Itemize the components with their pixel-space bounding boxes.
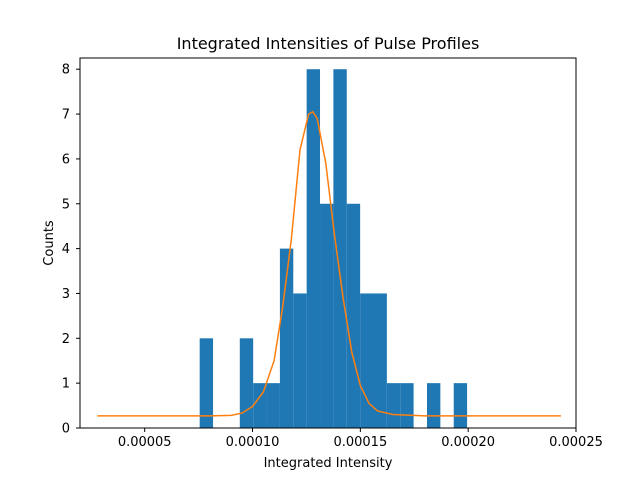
histogram-bar-7 — [320, 203, 334, 428]
x-tick-label-2: 0.00015 — [333, 435, 387, 450]
y-tick-label-0: 0 — [62, 422, 70, 437]
y-tick-label-6: 6 — [62, 152, 70, 167]
histogram-bar-11 — [373, 293, 387, 428]
histogram-bar-4 — [279, 248, 294, 428]
chart-title: Integrated Intensities of Pulse Profiles — [177, 34, 480, 53]
y-tick-label-8: 8 — [62, 63, 70, 78]
histogram-bar-8 — [333, 69, 347, 428]
x-axis-label: Integrated Intensity — [264, 456, 393, 471]
histogram-bar-12 — [386, 383, 401, 428]
histogram-bar-3 — [266, 383, 280, 428]
histogram-bar-2 — [253, 383, 267, 428]
y-tick-label-2: 2 — [62, 332, 70, 347]
histogram-bar-1 — [239, 338, 254, 428]
histogram-bar-6 — [306, 69, 321, 428]
histogram-bar-13 — [400, 383, 414, 428]
plot-frame — [79, 57, 577, 429]
x-tick-label-3: 0.00020 — [441, 435, 495, 450]
fit-curve-line — [97, 110, 561, 417]
x-tick-label-0: 0.00005 — [118, 435, 172, 450]
histogram-bar-5 — [293, 293, 307, 428]
y-tick-label-5: 5 — [62, 197, 70, 212]
histogram-bar-0 — [199, 338, 214, 428]
x-tick-label-4: 0.00025 — [549, 435, 603, 450]
y-tick-label-3: 3 — [62, 287, 70, 302]
y-tick-label-1: 1 — [62, 377, 70, 392]
fit-curve-layer — [97, 110, 561, 417]
histogram-bar-15 — [453, 383, 468, 428]
x-axis-ticks: 0.00005 0.00010 0.00015 0.00020 0.00025 — [118, 428, 603, 450]
y-axis-ticks: 0 1 2 3 4 5 6 7 8 — [62, 63, 80, 437]
histogram-bar-10 — [360, 293, 374, 428]
y-axis-label: Counts — [42, 220, 57, 266]
y-tick-label-7: 7 — [62, 108, 70, 123]
x-tick-label-1: 0.00010 — [226, 435, 280, 450]
histogram-bar-14 — [426, 383, 441, 428]
histogram-bars — [199, 69, 468, 428]
histogram-bar-9 — [346, 203, 361, 428]
y-tick-label-4: 4 — [62, 242, 70, 257]
